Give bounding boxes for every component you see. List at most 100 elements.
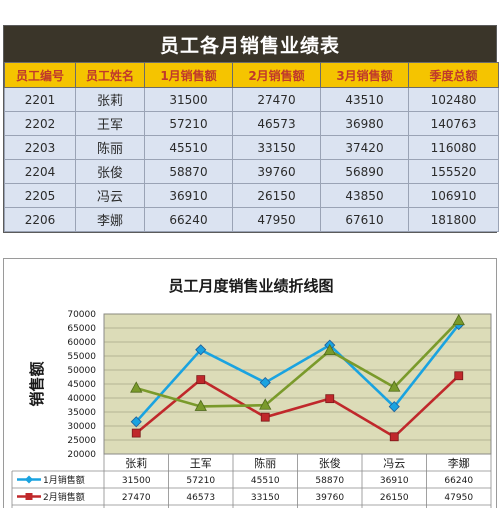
header-cell[interactable]: 1月销售额 — [144, 62, 233, 88]
header-cell[interactable]: 2月销售额 — [232, 62, 321, 88]
data-point — [131, 428, 141, 438]
data-table-value: 33150 — [251, 493, 280, 503]
cell-mar[interactable]: 43850 — [320, 183, 409, 208]
cell-total[interactable]: 155520 — [408, 159, 499, 184]
y-tick-label: 60000 — [67, 338, 96, 348]
data-table-value: 66240 — [444, 476, 473, 486]
cell-name[interactable]: 张俊 — [75, 159, 145, 184]
data-point — [195, 344, 207, 356]
legend-key-marker — [25, 475, 33, 484]
category-label: 李娜 — [448, 456, 470, 470]
cell-feb[interactable]: 26150 — [232, 183, 321, 208]
data-table-value: 45510 — [251, 476, 280, 486]
cell-id[interactable]: 2205 — [4, 183, 76, 208]
cell-jan[interactable]: 31500 — [144, 87, 233, 112]
data-point — [454, 371, 464, 381]
cell-id[interactable]: 2203 — [4, 135, 76, 160]
cell-id[interactable]: 2201 — [4, 87, 76, 112]
cell-feb[interactable]: 27470 — [232, 87, 321, 112]
cell-jan[interactable]: 36910 — [144, 183, 233, 208]
data-point — [194, 399, 207, 411]
legend-label: 1月销售额 — [43, 474, 85, 486]
y-tick-label: 30000 — [67, 422, 96, 432]
cell-mar[interactable]: 43510 — [320, 87, 409, 112]
data-point — [260, 412, 270, 422]
legend-key-marker — [25, 493, 33, 500]
table-row: 2201 张莉 31500 27470 43510 102480 — [4, 87, 499, 112]
cell-feb[interactable]: 39760 — [232, 159, 321, 184]
sales-table: 员工各月销售业绩表 员工编号 员工姓名 1月销售额 2月销售额 3月销售额 季度… — [3, 25, 499, 233]
data-point — [389, 432, 399, 442]
data-point — [130, 416, 142, 428]
sales-grid: 员工编号 员工姓名 1月销售额 2月销售额 3月销售额 季度总额 2201 张莉… — [4, 62, 499, 232]
y-axis-label: 销售额 — [28, 361, 46, 406]
data-point — [196, 375, 206, 384]
data-point — [452, 313, 465, 326]
cell-mar[interactable]: 36980 — [320, 111, 409, 136]
data-table-value: 39760 — [315, 493, 344, 503]
data-table-value: 47950 — [444, 493, 473, 503]
data-table-value: 46573 — [186, 493, 215, 503]
data-point — [388, 380, 401, 392]
category-label: 王军 — [190, 457, 212, 470]
header-cell[interactable]: 季度总额 — [408, 62, 499, 88]
y-tick-label: 20000 — [67, 450, 96, 460]
y-tick-label: 25000 — [67, 436, 96, 446]
data-point — [388, 401, 400, 413]
y-tick-label: 50000 — [67, 366, 96, 376]
data-table-value: 36910 — [380, 476, 409, 486]
cell-name[interactable]: 冯云 — [75, 183, 145, 208]
sales-line-chart[interactable]: 员工月度销售业绩折线图销售额 20000 25000 30000 35000 40000 4… — [3, 258, 497, 508]
table-row: 2202 王军 57210 46573 36980 140763 — [4, 111, 499, 136]
cell-name[interactable]: 王军 — [75, 111, 145, 136]
cell-id[interactable]: 2206 — [4, 207, 76, 232]
table-row: 2205 冯云 36910 26150 43850 106910 — [4, 183, 499, 208]
y-tick-label: 70000 — [67, 310, 96, 320]
cell-total[interactable]: 140763 — [408, 111, 499, 136]
cell-total[interactable]: 102480 — [408, 87, 499, 112]
data-table-value: 27470 — [122, 493, 151, 503]
header-cell[interactable]: 员工姓名 — [75, 62, 145, 88]
table-title: 员工各月销售业绩表 — [4, 26, 496, 62]
cell-feb[interactable]: 47950 — [232, 207, 321, 232]
cell-name[interactable]: 李娜 — [75, 207, 145, 232]
table-row: 2206 李娜 66240 47950 67610 181800 — [4, 207, 499, 232]
cell-feb[interactable]: 33150 — [232, 135, 321, 160]
cell-jan[interactable]: 66240 — [144, 207, 233, 232]
chart-title: 员工月度销售业绩折线图 — [168, 277, 333, 295]
data-point — [259, 377, 271, 389]
category-label: 张俊 — [319, 456, 341, 470]
cell-feb[interactable]: 46573 — [232, 111, 321, 136]
cell-mar[interactable]: 37420 — [320, 135, 409, 160]
header-cell[interactable]: 3月销售额 — [320, 62, 409, 88]
data-table-value: 31500 — [122, 476, 151, 486]
cell-jan[interactable]: 57210 — [144, 111, 233, 136]
cell-name[interactable]: 陈丽 — [75, 135, 145, 160]
y-tick-label: 45000 — [67, 380, 96, 390]
data-table-value: 58870 — [315, 476, 344, 486]
category-label: 冯云 — [383, 457, 405, 470]
cell-id[interactable]: 2204 — [4, 159, 76, 184]
cell-mar[interactable]: 56890 — [320, 159, 409, 184]
header-cell[interactable]: 员工编号 — [4, 62, 76, 88]
cell-id[interactable]: 2202 — [4, 111, 76, 136]
header-row: 员工编号 员工姓名 1月销售额 2月销售额 3月销售额 季度总额 — [4, 62, 499, 88]
cell-name[interactable]: 张莉 — [75, 87, 145, 112]
cell-total[interactable]: 106910 — [408, 183, 499, 208]
data-table-value: 57210 — [186, 476, 215, 486]
category-label: 陈丽 — [254, 456, 276, 470]
y-tick-label: 35000 — [67, 408, 96, 418]
cell-total[interactable]: 116080 — [408, 135, 499, 160]
series-line — [135, 323, 460, 423]
y-tick-label: 65000 — [67, 324, 96, 334]
cell-mar[interactable]: 67610 — [320, 207, 409, 232]
series-line — [135, 319, 460, 408]
cell-jan[interactable]: 45510 — [144, 135, 233, 160]
cell-jan[interactable]: 58870 — [144, 159, 233, 184]
data-point — [323, 343, 336, 356]
table-row: 2203 陈丽 45510 33150 37420 116080 — [4, 135, 499, 160]
y-tick-label: 40000 — [67, 394, 96, 404]
cell-total[interactable]: 181800 — [408, 207, 499, 232]
table-row: 2204 张俊 58870 39760 56890 155520 — [4, 159, 499, 184]
